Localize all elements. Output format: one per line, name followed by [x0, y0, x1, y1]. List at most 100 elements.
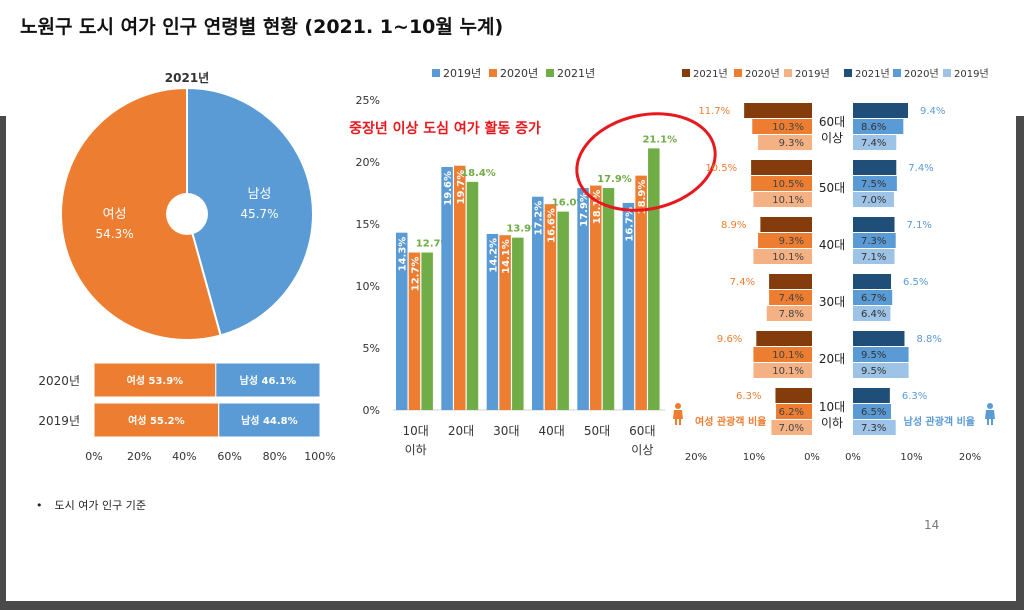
pie-slice-남성: [186, 86, 314, 337]
age-label-40대-2020년: 16.6%: [546, 208, 557, 243]
female-label-50대-2019년: 10.1%: [772, 195, 804, 206]
age-category-20대-0: 20대: [448, 424, 474, 438]
female-legend-label-2021년: 2021년: [693, 68, 728, 80]
age-label-10대이하-2019년: 14.3%: [398, 237, 409, 272]
female-bar-40대-2019년: [753, 249, 812, 264]
age-label-50대-2020년: 18.1%: [592, 190, 603, 225]
age-bar-50대-2019년: [577, 188, 589, 410]
age-legend-swatch-2021년: [546, 69, 554, 77]
age-annotation-circle: [575, 112, 717, 212]
stacked-xtick-100-: 100%: [304, 450, 335, 463]
male-label-50대-2020년: 7.5%: [861, 179, 886, 190]
stacked-xtick-0-: 0%: [85, 450, 102, 463]
age-category-50대-0: 50대: [584, 424, 610, 438]
male-legend-label-2021년: 2021년: [855, 68, 890, 80]
female-label-40대-2020년: 9.3%: [779, 236, 804, 247]
female-bar-10대이하-2019년: [771, 420, 812, 435]
male-label-20대-2021년: 8.8%: [916, 334, 941, 345]
stacked-label-2020년-여성: 여성 53.9%: [127, 374, 184, 387]
female-axis-title: 여성 관광객 비율: [695, 415, 766, 428]
female-label-40대-2019년: 10.1%: [772, 252, 804, 263]
pie-title: 2021년: [165, 71, 209, 85]
stacked-xtick-40-: 40%: [172, 450, 196, 463]
male-bar-20대-2019년: [853, 363, 909, 378]
male-bar-10대이하-2020년: [853, 404, 892, 419]
female-bar-40대-2020년: [758, 233, 812, 248]
age-bar-30대-2021년: [512, 237, 524, 410]
age-bar-20대-2021년: [466, 181, 479, 410]
stacked-bar-2019년-남성: [218, 402, 321, 438]
age-legend-label-2020년: 2020년: [500, 67, 538, 80]
male-legend-swatch-2019년: [943, 69, 951, 77]
age-legend-label-2021년: 2021년: [557, 67, 595, 80]
female-label-60대이상-2020년: 10.3%: [772, 122, 804, 133]
female-person-icon: [673, 403, 683, 425]
age-bar-40대-2019년: [532, 196, 544, 410]
age-label-60대이상-2021년: 21.1%: [642, 134, 677, 145]
male-bar-30대-2021년: [853, 274, 892, 289]
male-bar-50대-2021년: [853, 160, 897, 175]
male-person-icon-leg-l: [987, 419, 989, 425]
age-category-10대이하-0: 10대: [403, 424, 429, 438]
female-person-icon-leg-r: [679, 419, 681, 425]
age-label-40대-2019년: 17.2%: [534, 201, 545, 236]
male-label-60대이상-2021년: 9.4%: [920, 106, 945, 117]
female-legend-swatch-2019년: [784, 69, 792, 77]
female-bar-20대-2021년: [756, 331, 812, 346]
female-label-30대-2020년: 7.4%: [779, 293, 804, 304]
stacked-label-2020년-남성: 남성 46.1%: [240, 374, 297, 387]
age-bar-50대-2020년: [590, 185, 602, 410]
age-ytick-20-: 20%: [356, 156, 380, 169]
male-person-icon-body: [985, 410, 995, 419]
age-bar-30대-2019년: [486, 233, 499, 410]
male-person-icon: [985, 403, 995, 425]
butterfly-category-20대-0: 20대: [819, 352, 845, 366]
age-bar-60대이상-2020년: [635, 175, 647, 410]
female-bar-30대-2020년: [769, 290, 812, 305]
age-legend-label-2019년: 2019년: [443, 67, 481, 80]
female-label-20대-2019년: 10.1%: [772, 366, 804, 377]
age-label-10대이하-2020년: 12.7%: [410, 257, 421, 292]
age-ytick-5-: 5%: [363, 342, 380, 355]
male-bar-60대이상-2021년: [853, 103, 908, 118]
age-label-50대-2021년: 17.9%: [597, 174, 632, 185]
stacked-xtick-60-: 60%: [217, 450, 241, 463]
male-label-40대-2020년: 7.3%: [861, 236, 886, 247]
male-label-40대-2019년: 7.1%: [861, 252, 886, 263]
female-bar-20대-2019년: [753, 363, 812, 378]
age-label-60대이상-2020년: 18.9%: [637, 180, 648, 215]
female-legend-swatch-2020년: [734, 69, 742, 77]
male-bar-10대이하-2021년: [853, 388, 890, 403]
footnote: • 도시 여가 인구 기준: [36, 497, 146, 513]
female-bar-60대이상-2019년: [758, 135, 812, 150]
female-bar-10대이하-2020년: [776, 404, 812, 419]
male-label-40대-2021년: 7.1%: [907, 220, 932, 231]
age-label-10대이하-2021년: 12.7%: [416, 239, 451, 250]
female-label-20대-2021년: 9.6%: [717, 334, 742, 345]
stacked-xtick-20-: 20%: [127, 450, 151, 463]
male-legend-label-2020년: 2020년: [904, 68, 939, 80]
male-bar-30대-2019년: [853, 306, 891, 321]
female-bar-20대-2020년: [753, 347, 812, 362]
age-bar-50대-2021년: [602, 188, 615, 410]
age-ytick-25-: 25%: [356, 94, 380, 107]
male-label-30대-2021년: 6.5%: [903, 277, 928, 288]
age-legend-swatch-2020년: [489, 69, 497, 77]
male-label-30대-2019년: 6.4%: [861, 309, 886, 320]
male-legend-swatch-2020년: [893, 69, 901, 77]
male-label-60대이상-2019년: 7.4%: [861, 138, 886, 149]
female-legend-label-2020년: 2020년: [745, 68, 780, 80]
frame-bottom-border: [0, 601, 1024, 610]
female-bar-10대이하-2021년: [775, 388, 812, 403]
age-bar-40대-2021년: [557, 211, 569, 410]
butterfly-category-60대이상-1: 이상: [821, 131, 843, 145]
pie-slice-여성: [60, 86, 222, 341]
pie-label-여성: 여성: [103, 207, 127, 222]
frame-left-border: [0, 116, 6, 610]
age-label-20대-2019년: 19.6%: [443, 171, 454, 206]
male-label-20대-2019년: 9.5%: [861, 366, 886, 377]
male-bar-60대이상-2020년: [853, 119, 904, 134]
male-label-50대-2019년: 7.0%: [861, 195, 886, 206]
female-label-50대-2021년: 10.5%: [705, 163, 737, 174]
female-xtick-10-: 10%: [743, 452, 765, 463]
